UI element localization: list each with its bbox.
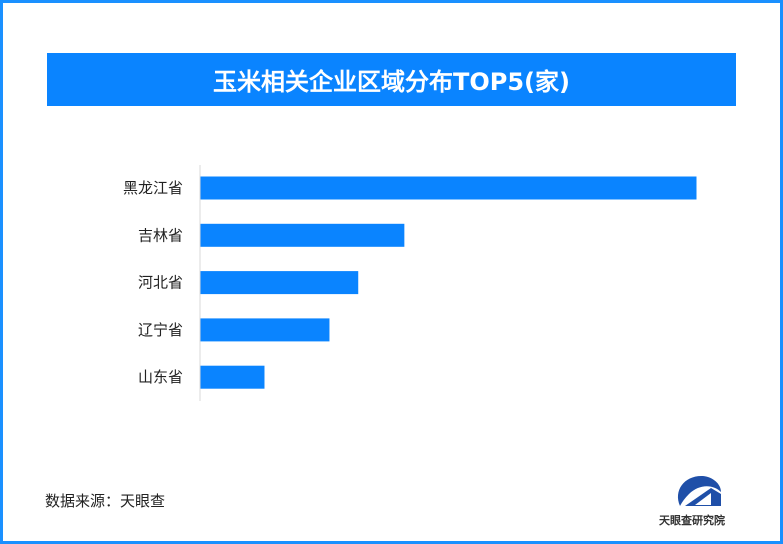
bar-2 (200, 271, 359, 295)
chart-title: 玉米相关企业区域分布TOP5(家) (47, 53, 736, 106)
logo-text: 天眼查研究院 (659, 514, 725, 527)
category-label: 山东省 (138, 368, 183, 386)
data-source: 数据来源：天眼查 (45, 492, 166, 510)
bar-1 (200, 223, 405, 247)
bar-0 (200, 176, 697, 200)
category-label: 黑龙江省 (123, 179, 183, 197)
tianyancha-logo (677, 475, 721, 506)
category-label: 吉林省 (138, 226, 183, 244)
category-label: 河北省 (138, 274, 183, 292)
bar-4 (200, 365, 265, 389)
bar-3 (200, 318, 330, 342)
category-label: 辽宁省 (138, 321, 183, 339)
